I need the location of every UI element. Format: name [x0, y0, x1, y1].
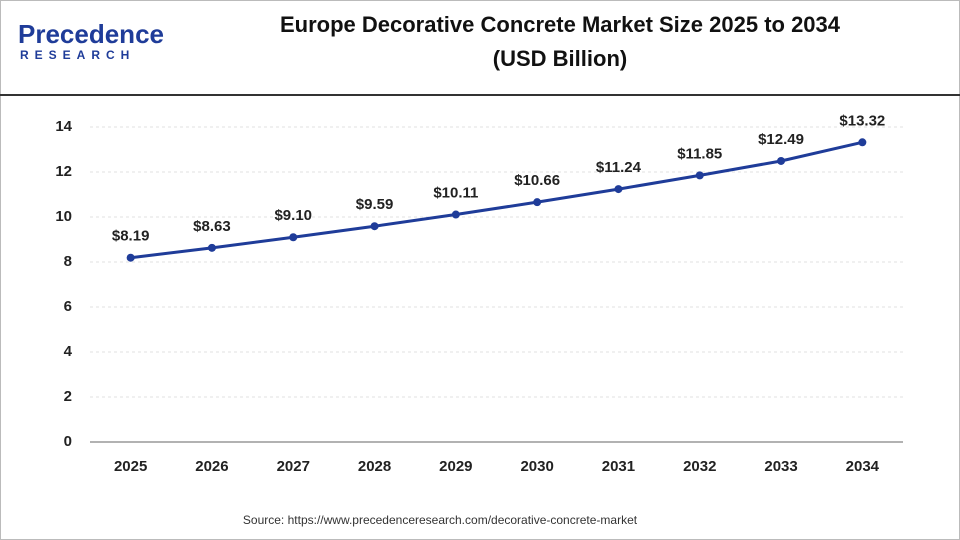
value-label: $8.63: [193, 218, 231, 235]
x-tick-label: 2033: [764, 458, 797, 475]
source: Source: https://www.precedenceresearch.c…: [243, 513, 638, 527]
point: [614, 185, 623, 194]
x-tick-label: 2027: [277, 458, 310, 475]
value-label: $12.49: [758, 131, 804, 148]
y-tick-label: 12: [55, 163, 72, 180]
value-label: $10.11: [433, 184, 478, 201]
chart-subtitle: (USD Billion): [493, 46, 627, 71]
point: [370, 222, 379, 231]
x-tick-label: 2034: [846, 458, 880, 475]
value-label: $11.85: [677, 145, 722, 162]
y-tick-label: 0: [64, 433, 72, 450]
point: [207, 243, 216, 252]
logo: Precedence RESEARCH: [18, 19, 164, 62]
x-tick-label: 2030: [520, 458, 553, 475]
value-label: $8.19: [112, 228, 150, 245]
value-label: $11.24: [596, 159, 642, 176]
logo-name: Precedence: [18, 19, 164, 49]
y-tick-label: 2: [64, 388, 72, 405]
x-tick-label: 2025: [114, 458, 147, 475]
point: [777, 156, 786, 165]
x-tick-label: 2032: [683, 458, 716, 475]
chart-title: Europe Decorative Concrete Market Size 2…: [280, 12, 841, 37]
value-label: $9.10: [274, 207, 312, 224]
x-tick-label: 2026: [195, 458, 228, 475]
value-label: $10.66: [514, 172, 560, 189]
x-tick-label: 2029: [439, 458, 472, 475]
logo-tagline: RESEARCH: [20, 48, 135, 62]
value-label: $13.32: [839, 112, 885, 129]
y-tick-label: 14: [55, 118, 72, 135]
x-tick-label: 2028: [358, 458, 391, 475]
value-label: $9.59: [356, 196, 394, 213]
point: [451, 210, 460, 219]
point: [289, 233, 298, 242]
y-tick-label: 4: [64, 343, 73, 360]
point: [695, 171, 704, 180]
y-tick-label: 8: [64, 253, 72, 270]
point: [858, 138, 867, 147]
point: [533, 198, 542, 207]
y-tick-label: 6: [64, 298, 72, 315]
line: [130, 140, 863, 260]
x-tick-label: 2031: [602, 458, 635, 475]
point: [126, 253, 135, 262]
y-tick-label: 10: [55, 208, 72, 225]
